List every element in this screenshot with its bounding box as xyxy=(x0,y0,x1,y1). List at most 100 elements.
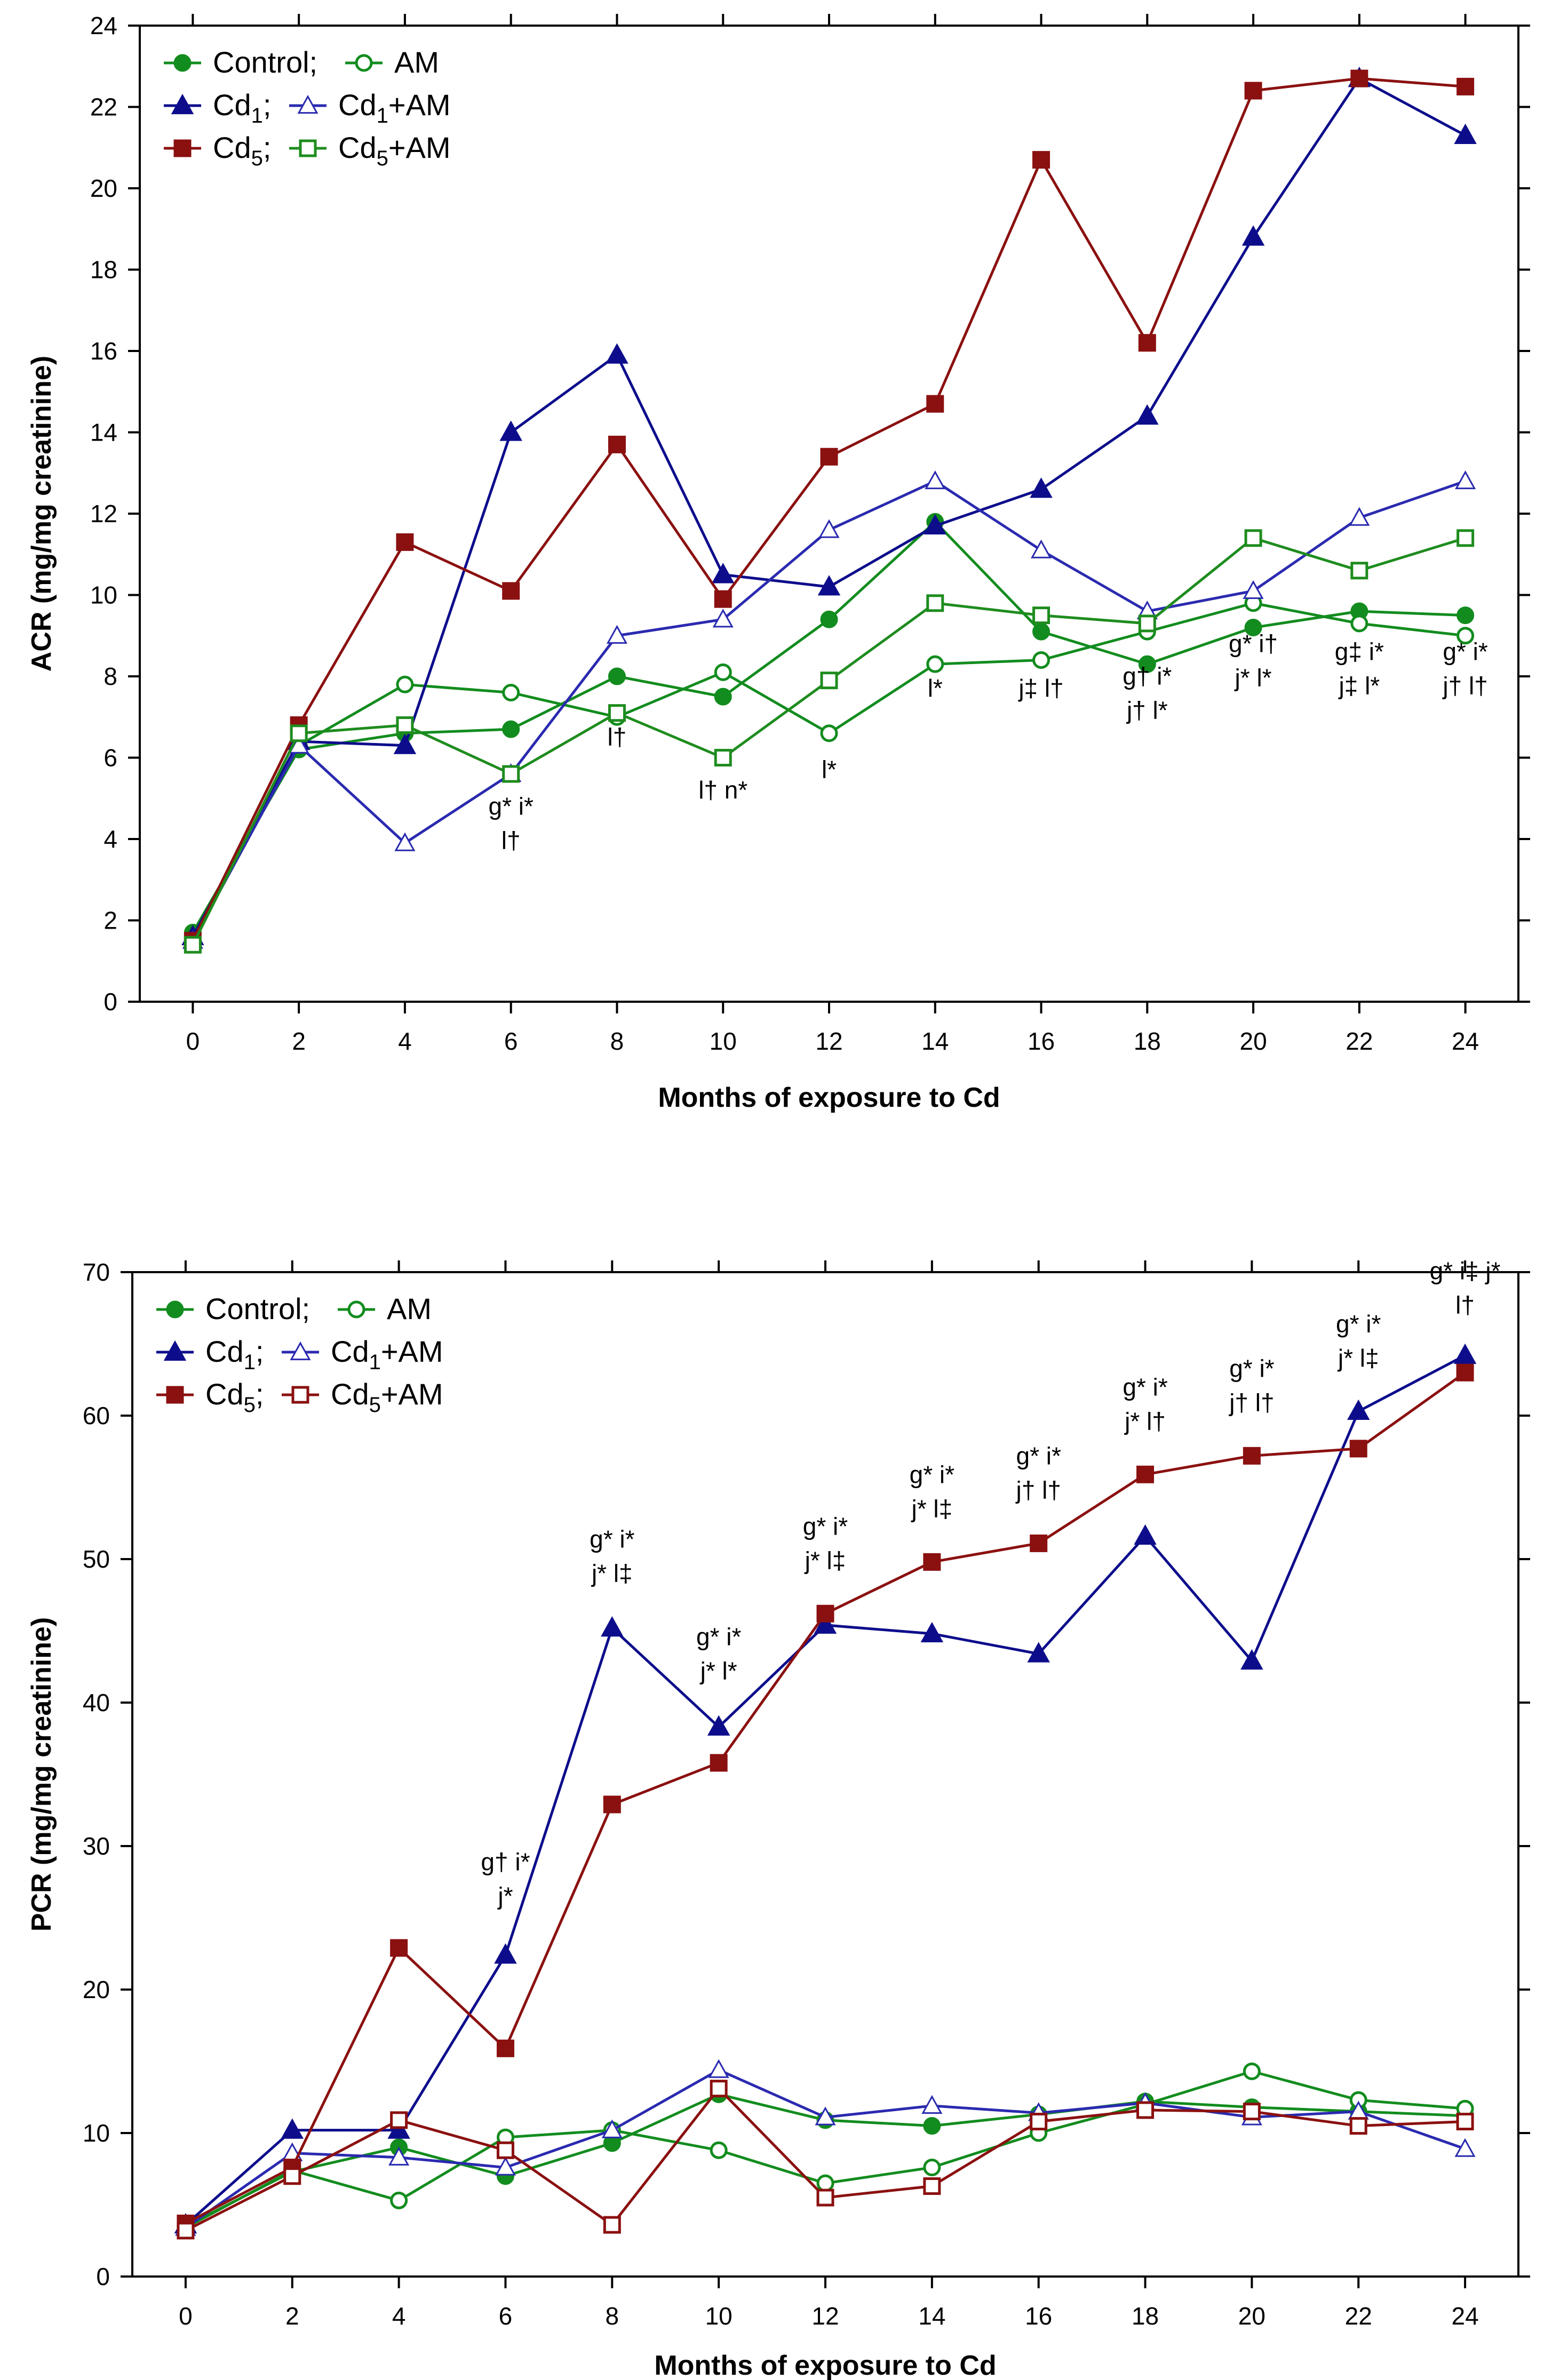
series-cd5-am-marker-5 xyxy=(710,2080,728,2098)
legend-control-legend-marker-0 xyxy=(166,1300,184,1319)
significance-label: l† xyxy=(502,826,521,854)
legend-cd5-am-legend-marker-0 xyxy=(299,139,317,157)
series-cd1-am-marker-6 xyxy=(818,519,840,538)
y-tick-label: 30 xyxy=(83,1832,110,1860)
legend-cd5-am-label: Cd5+AM xyxy=(331,1377,443,1417)
legend-cd5-am-label: Cd5+AM xyxy=(338,131,451,170)
series-cd5-am-marker-0 xyxy=(177,2222,195,2240)
significance-label: g* i† xyxy=(1229,629,1278,657)
x-tick-label: 20 xyxy=(1239,1027,1267,1055)
significance-label: j* l‡ xyxy=(804,1546,846,1574)
series-cd5-marker-9 xyxy=(1136,1465,1155,1483)
y-tick-label: 18 xyxy=(90,256,117,284)
series-cd1-am-marker-4 xyxy=(601,2119,623,2138)
series-cd1-marker-6 xyxy=(814,1613,837,1634)
series-cd5-marker-5 xyxy=(710,1754,728,1772)
series-cd1-marker-7 xyxy=(920,1622,944,1642)
series-am-marker-8 xyxy=(1032,651,1050,669)
series-cd1-am-marker-7 xyxy=(925,470,946,490)
series-cd5 xyxy=(184,69,1475,950)
legend-cd5-label: Cd5; xyxy=(213,131,271,170)
series-cd5-am-marker-1 xyxy=(290,724,308,742)
legend-cd5-legend-marker-0 xyxy=(166,1386,184,1404)
series-cd5-am-marker-12 xyxy=(1457,529,1475,547)
legend-cd1-am-label: Cd1+AM xyxy=(338,88,451,127)
series-cd5-am-marker-10 xyxy=(1244,529,1262,547)
series-cd1-am-marker-4 xyxy=(606,625,628,644)
series-cd5-marker-11 xyxy=(1349,1440,1367,1458)
y-tick-label: 50 xyxy=(83,1545,110,1573)
series-cd5-am-marker-3 xyxy=(496,2141,514,2159)
x-axis-title: Months of exposure to Cd xyxy=(654,2350,996,2380)
significance-label: l† xyxy=(608,723,627,751)
legend-cd1-am-legend-marker-0 xyxy=(297,94,319,114)
series-cd5-am-marker-5 xyxy=(714,749,732,766)
series-am-marker-11 xyxy=(1350,614,1368,633)
series-cd1 xyxy=(174,1343,1477,2234)
y-tick-label: 14 xyxy=(90,419,117,446)
series-cd5-marker-9 xyxy=(1138,334,1156,352)
series-cd5-am-marker-7 xyxy=(923,2177,941,2195)
significance-label: g* i* xyxy=(488,792,533,820)
series-cd1-marker-4 xyxy=(606,343,628,364)
y-tick-label: 16 xyxy=(90,337,117,365)
legend-cd5-am-legend-marker-0 xyxy=(291,1386,309,1404)
significance-label: j† l† xyxy=(1442,672,1487,700)
series-cd5-marker-2 xyxy=(390,1939,408,1957)
series-cd5-am-marker-0 xyxy=(184,936,202,954)
series-cd1 xyxy=(181,66,1477,946)
legend-cd1-legend-marker-0 xyxy=(171,93,194,115)
series-cd5-marker-12 xyxy=(1457,77,1475,95)
series-cd1-marker-4 xyxy=(601,1616,624,1637)
x-axis-title: Months of exposure to Cd xyxy=(658,1082,1000,1113)
series-cd1-marker-8 xyxy=(1030,477,1053,498)
series-cd5-marker-8 xyxy=(1030,1534,1048,1552)
x-tick-label: 6 xyxy=(499,2302,513,2330)
x-tick-label: 24 xyxy=(1452,1027,1479,1055)
series-cd5-marker-6 xyxy=(816,1604,834,1623)
x-tick-label: 22 xyxy=(1345,2302,1372,2330)
y-tick-label: 2 xyxy=(104,907,117,935)
x-tick-label: 16 xyxy=(1028,1027,1055,1055)
series-cd1-marker-5 xyxy=(711,563,735,584)
series-cd1-marker-2 xyxy=(393,733,417,754)
series-cd5-marker-5 xyxy=(714,590,732,608)
series-cd5-am-marker-6 xyxy=(820,672,838,690)
significance-label: g* i* xyxy=(1123,1373,1167,1401)
series-cd1-am-marker-12 xyxy=(1455,470,1476,490)
x-tick-label: 22 xyxy=(1346,1027,1373,1055)
series-cd5-am-marker-4 xyxy=(608,704,626,722)
x-tick-label: 6 xyxy=(504,1027,518,1055)
significance-label: l† n* xyxy=(698,776,747,804)
x-tick-label: 2 xyxy=(285,2302,299,2330)
series-cd5-marker-2 xyxy=(396,533,414,551)
series-am-marker-7 xyxy=(926,655,944,673)
x-tick-label: 12 xyxy=(811,2302,839,2330)
x-tick-label: 12 xyxy=(815,1027,842,1055)
series-control-marker-6 xyxy=(820,610,838,628)
series-control-marker-7 xyxy=(923,2117,941,2135)
y-tick-label: 20 xyxy=(90,174,117,202)
plot-frame xyxy=(139,25,1519,1003)
significance-label: l† xyxy=(1455,1291,1475,1319)
series-control-marker-3 xyxy=(502,720,520,738)
x-tick-label: 8 xyxy=(610,1027,624,1055)
series-cd5 xyxy=(177,1363,1474,2232)
series-cd1-am-marker-10 xyxy=(1243,580,1264,599)
x-tick-label: 4 xyxy=(398,1027,412,1055)
legend: Control; AM Cd1; Cd1+AM Cd5; Cd5+AM xyxy=(164,45,451,170)
significance-label: j‡ l* xyxy=(1338,672,1380,700)
legend-am-legend-marker-0 xyxy=(355,54,373,72)
x-tick-label: 18 xyxy=(1134,1027,1161,1055)
series-cd5-am-marker-10 xyxy=(1243,2103,1261,2121)
series-cd1-line xyxy=(192,76,1466,938)
y-tick-label: 12 xyxy=(90,500,117,528)
series-cd1-am-marker-12 xyxy=(1454,2138,1476,2157)
series-am-marker-10 xyxy=(1243,2062,1261,2080)
y-tick-label: 70 xyxy=(83,1258,110,1286)
series-cd1-am-marker-5 xyxy=(708,2059,729,2078)
x-tick-label: 14 xyxy=(921,1027,949,1055)
significance-label: j* l‡ xyxy=(1337,1344,1379,1372)
